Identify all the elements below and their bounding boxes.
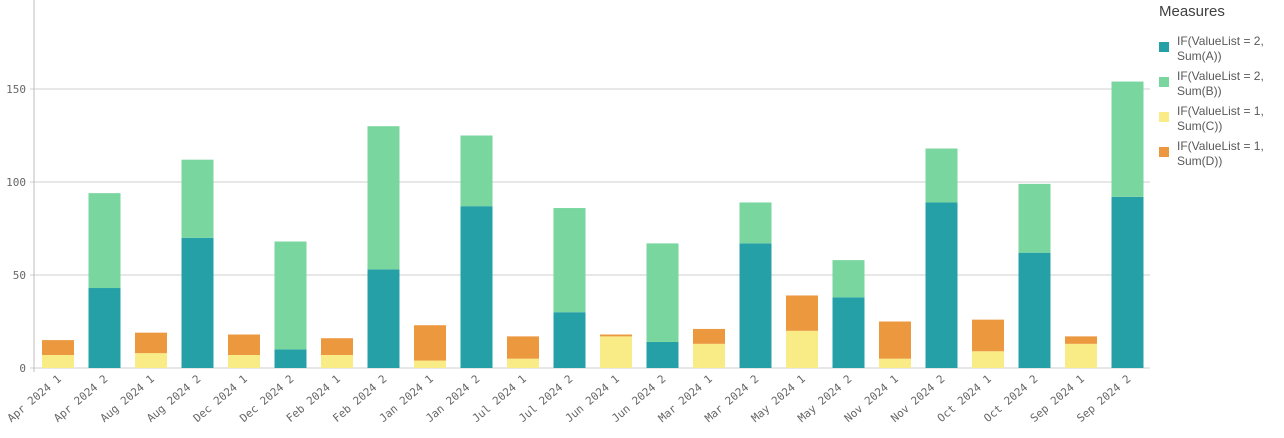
bar-segment bbox=[42, 340, 74, 355]
bar-segment bbox=[646, 341, 679, 368]
bar-segment bbox=[274, 349, 307, 368]
bar-segment bbox=[925, 148, 958, 203]
bar-segment bbox=[646, 243, 679, 342]
y-tick-label: 50 bbox=[13, 269, 26, 282]
bar-segment bbox=[739, 202, 772, 244]
bar-segment bbox=[1018, 183, 1051, 253]
bar-segment bbox=[553, 208, 586, 313]
bar-segment bbox=[228, 354, 260, 368]
legend-item[interactable]: IF(ValueList = 1, Sum(C)) bbox=[1159, 104, 1284, 134]
legend-swatch bbox=[1159, 147, 1169, 157]
bar-segment bbox=[460, 206, 493, 368]
bar-segment bbox=[693, 343, 725, 368]
y-tick-label: 150 bbox=[6, 83, 26, 96]
bar-segment bbox=[414, 360, 446, 368]
legend-item[interactable]: IF(ValueList = 2, Sum(A)) bbox=[1159, 34, 1284, 64]
legend-swatch bbox=[1159, 112, 1169, 122]
bar-segment bbox=[1018, 252, 1051, 368]
bar-segment bbox=[274, 241, 307, 350]
bar-segment bbox=[600, 336, 632, 368]
legend-label: IF(ValueList = 1, Sum(D)) bbox=[1177, 139, 1264, 168]
bar-segment bbox=[88, 288, 121, 368]
bar-segment bbox=[321, 354, 353, 368]
y-tick-label: 100 bbox=[6, 176, 26, 189]
bar-segment bbox=[414, 325, 446, 361]
bar-segment bbox=[88, 193, 121, 289]
bar-segment bbox=[1111, 196, 1144, 368]
legend-item[interactable]: IF(ValueList = 1, Sum(D)) bbox=[1159, 139, 1284, 169]
bar-segment bbox=[739, 243, 772, 368]
bar-segment bbox=[367, 126, 400, 270]
bar-segment bbox=[228, 334, 260, 355]
bar-segment bbox=[181, 237, 214, 368]
legend-item[interactable]: IF(ValueList = 2, Sum(B)) bbox=[1159, 69, 1284, 99]
y-tick-label: 0 bbox=[19, 362, 26, 375]
bar-segment bbox=[1111, 81, 1144, 197]
bar-segment bbox=[321, 338, 353, 355]
legend-title: Measures bbox=[1159, 3, 1225, 20]
legend-label: IF(ValueList = 1, Sum(C)) bbox=[1177, 104, 1264, 133]
bar-segment bbox=[1065, 343, 1097, 368]
bar-segment bbox=[367, 269, 400, 368]
bar-segment bbox=[1065, 336, 1097, 344]
legend-label: IF(ValueList = 2, Sum(A)) bbox=[1177, 34, 1264, 63]
bar-segment bbox=[972, 351, 1004, 368]
bar-segment bbox=[460, 135, 493, 207]
bar-segment bbox=[693, 328, 725, 344]
bar-segment bbox=[832, 260, 865, 298]
bar-segment bbox=[135, 353, 167, 368]
bar-segment bbox=[507, 336, 539, 359]
bar-segment bbox=[879, 321, 911, 359]
y-tick-label: 200 bbox=[6, 0, 26, 3]
bar-segment bbox=[553, 312, 586, 368]
legend: Measures IF(ValueList = 2, Sum(A)) IF(Val… bbox=[1159, 0, 1284, 174]
bar-segment bbox=[832, 297, 865, 368]
legend-label: IF(ValueList = 2, Sum(B)) bbox=[1177, 69, 1264, 98]
bar-segment bbox=[600, 334, 632, 337]
bar-segment bbox=[42, 354, 74, 368]
legend-swatch bbox=[1159, 77, 1169, 87]
bar-segment bbox=[135, 332, 167, 354]
bar-segment bbox=[786, 295, 818, 331]
bar-segment bbox=[925, 202, 958, 368]
legend-swatch bbox=[1159, 42, 1169, 52]
bar-segment bbox=[181, 159, 214, 238]
bar-segment bbox=[507, 358, 539, 368]
bar-segment bbox=[786, 330, 818, 368]
bar-segment bbox=[879, 358, 911, 368]
bar-segment bbox=[972, 319, 1004, 352]
